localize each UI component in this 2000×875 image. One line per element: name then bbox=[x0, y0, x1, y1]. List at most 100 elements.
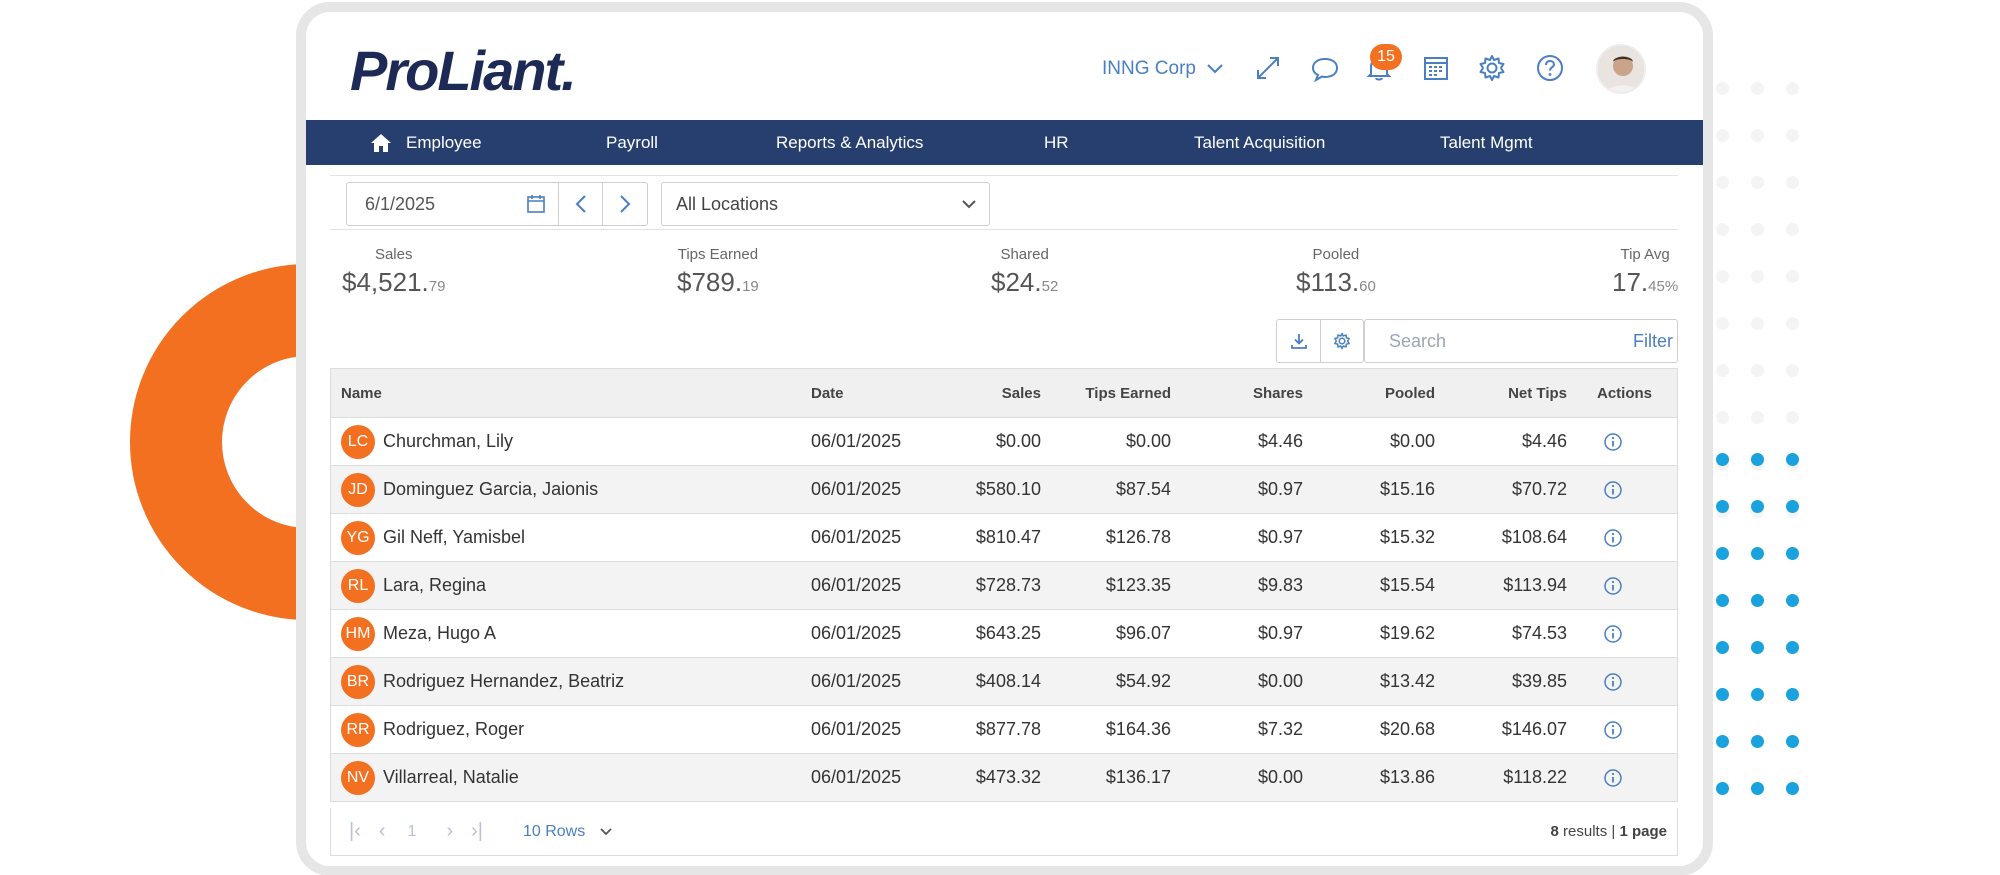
proliant-logo[interactable]: ProLiant. bbox=[350, 39, 577, 102]
stat-value: $24.52 bbox=[991, 267, 1059, 297]
cell-pooled: $20.68 bbox=[1379, 719, 1435, 739]
column-header-net-tips[interactable]: Net Tips bbox=[1508, 384, 1567, 402]
location-value: All Locations bbox=[676, 193, 779, 214]
location-select[interactable]: All Locations bbox=[661, 182, 990, 226]
current-page[interactable]: 1 bbox=[407, 822, 417, 840]
employee-name[interactable]: Rodriguez Hernandez, Beatriz bbox=[383, 671, 625, 691]
column-header-name[interactable]: Name bbox=[341, 384, 382, 402]
nav-item-payroll[interactable]: Payroll bbox=[606, 120, 658, 165]
stat-label: Shared bbox=[1000, 246, 1049, 263]
company-selector[interactable]: INNG Corp bbox=[1102, 58, 1224, 80]
column-header-shares[interactable]: Shares bbox=[1252, 384, 1303, 402]
cell-net-tips: $118.22 bbox=[1503, 767, 1567, 787]
next-date-button[interactable] bbox=[603, 183, 647, 225]
nav-item-employee[interactable]: Employee bbox=[370, 120, 482, 165]
info-icon[interactable] bbox=[1603, 480, 1623, 500]
info-icon[interactable] bbox=[1603, 768, 1623, 788]
chat-icon[interactable] bbox=[1309, 52, 1341, 84]
user-avatar[interactable] bbox=[1596, 44, 1646, 94]
gear-icon[interactable] bbox=[1476, 52, 1508, 84]
info-icon[interactable] bbox=[1603, 528, 1623, 548]
stat-label: Pooled bbox=[1312, 246, 1360, 263]
nav-item-talent-acquisition[interactable]: Talent Acquisition bbox=[1194, 120, 1325, 165]
table-row[interactable]: YG Gil Neff, Yamisbel 06/01/2025 $810.47 $12… bbox=[331, 513, 1677, 561]
cell-sales: $728.73 bbox=[975, 575, 1041, 595]
stat-shared: Shared $24.52 bbox=[991, 246, 1058, 298]
next-page-icon[interactable]: › bbox=[446, 820, 454, 842]
column-header-pooled[interactable]: Pooled bbox=[1384, 384, 1435, 402]
employee-name[interactable]: Rodriguez, Roger bbox=[383, 719, 525, 739]
cell-name: JD Dominguez Garcia, Jaionis bbox=[331, 472, 801, 507]
filter-bar: 6/1/2025 All Locations bbox=[330, 175, 1678, 230]
cell-net-tips: $4.46 bbox=[1521, 431, 1567, 451]
gear-icon bbox=[1334, 332, 1350, 350]
employee-name[interactable]: Lara, Regina bbox=[383, 575, 487, 595]
info-icon[interactable] bbox=[1603, 720, 1623, 740]
table-row[interactable]: RL Lara, Regina 06/01/2025 $728.73 $123.35 $9… bbox=[331, 561, 1677, 609]
cell-tips-earned: $96.07 bbox=[1115, 623, 1171, 643]
cell-pooled: $13.86 bbox=[1379, 767, 1435, 787]
employee-name[interactable]: Dominguez Garcia, Jaionis bbox=[383, 479, 599, 499]
info-icon[interactable] bbox=[1603, 432, 1623, 452]
app-header: ProLiant. INNG Corp 15 bbox=[306, 12, 1703, 120]
decorative-dots-light bbox=[1716, 82, 1799, 518]
cell-date: 06/01/2025 bbox=[811, 431, 902, 451]
stat-value: $4,521.79 bbox=[342, 267, 446, 297]
date-value: 6/1/2025 bbox=[365, 193, 436, 214]
info-icon[interactable] bbox=[1603, 576, 1623, 596]
results-summary: 8 results | 1 page bbox=[1551, 823, 1667, 840]
calendar-icon[interactable] bbox=[526, 194, 546, 214]
previous-date-button[interactable] bbox=[559, 183, 603, 225]
cell-tips-earned: $164.36 bbox=[1105, 719, 1171, 739]
results-text: results | bbox=[1563, 823, 1616, 840]
info-icon[interactable] bbox=[1603, 672, 1623, 692]
column-header-sales[interactable]: Sales bbox=[1001, 384, 1041, 402]
table-row[interactable]: BR Rodriguez Hernandez, Beatriz 06/01/2025… bbox=[331, 657, 1677, 705]
column-header-date[interactable]: Date bbox=[811, 384, 844, 402]
nav-item-reports-analytics[interactable]: Reports & Analytics bbox=[776, 120, 923, 165]
cell-name: NV Villarreal, Natalie bbox=[331, 760, 801, 795]
previous-page-icon[interactable]: ‹ bbox=[378, 820, 386, 842]
cell-net-tips: $108.64 bbox=[1501, 527, 1567, 547]
nav-item-talent-mgmt[interactable]: Talent Mgmt bbox=[1440, 120, 1533, 165]
employee-name[interactable]: Churchman, Lily bbox=[383, 431, 514, 451]
expand-icon[interactable] bbox=[1252, 52, 1284, 84]
employee-initials-avatar: JD bbox=[341, 472, 375, 507]
cell-name: BR Rodriguez Hernandez, Beatriz bbox=[331, 664, 801, 699]
cell-date: 06/01/2025 bbox=[811, 767, 902, 787]
employee-name[interactable]: Villarreal, Natalie bbox=[383, 767, 519, 787]
employee-name[interactable]: Meza, Hugo A bbox=[383, 623, 497, 643]
table-settings-button[interactable] bbox=[1320, 320, 1363, 362]
column-header-tips-earned[interactable]: Tips Earned bbox=[1085, 384, 1171, 402]
cell-actions bbox=[1577, 624, 1649, 644]
cell-date: 06/01/2025 bbox=[811, 623, 902, 643]
first-page-icon[interactable]: |‹ bbox=[349, 820, 361, 842]
app-window: ProLiant. INNG Corp 15 bbox=[296, 2, 1713, 875]
nav-item-hr[interactable]: HR bbox=[1044, 120, 1069, 165]
cell-name: RL Lara, Regina bbox=[331, 568, 801, 603]
cell-net-tips: $146.07 bbox=[1501, 719, 1567, 739]
calendar-icon[interactable] bbox=[1420, 52, 1452, 84]
rows-per-page-select[interactable]: 10 Rows bbox=[523, 823, 613, 841]
search-input[interactable] bbox=[1389, 330, 1621, 352]
info-icon[interactable] bbox=[1603, 624, 1623, 644]
cell-shares: $0.00 bbox=[1257, 767, 1303, 787]
table-row[interactable]: HM Meza, Hugo A 06/01/2025 $643.25 $96.07 $0.… bbox=[331, 609, 1677, 657]
last-page-icon[interactable]: ›| bbox=[471, 820, 483, 842]
table-row[interactable]: NV Villarreal, Natalie 06/01/2025 $473.32 $1… bbox=[331, 753, 1677, 801]
table-row[interactable]: JD Dominguez Garcia, Jaionis 06/01/2025 $58… bbox=[331, 465, 1677, 513]
cell-date: 06/01/2025 bbox=[811, 575, 902, 595]
rows-per-page-value: 10 Rows bbox=[522, 822, 586, 840]
cell-shares: $4.46 bbox=[1257, 431, 1303, 451]
employee-name[interactable]: Gil Neff, Yamisbel bbox=[383, 527, 526, 547]
filter-button[interactable]: Filter bbox=[1633, 330, 1673, 351]
table-row[interactable]: LC Churchman, Lily 06/01/2025 $0.00 $0.00 $4.… bbox=[331, 417, 1677, 465]
help-icon[interactable] bbox=[1534, 52, 1566, 84]
cell-date: 06/01/2025 bbox=[811, 527, 902, 547]
cell-shares: $0.97 bbox=[1257, 527, 1303, 547]
table-row[interactable]: RR Rodriguez, Roger 06/01/2025 $877.78 $164.… bbox=[331, 705, 1677, 753]
cell-shares: $7.32 bbox=[1257, 719, 1303, 739]
cell-name: HM Meza, Hugo A bbox=[331, 616, 801, 651]
date-input[interactable]: 6/1/2025 bbox=[347, 183, 559, 225]
download-button[interactable] bbox=[1277, 320, 1320, 362]
